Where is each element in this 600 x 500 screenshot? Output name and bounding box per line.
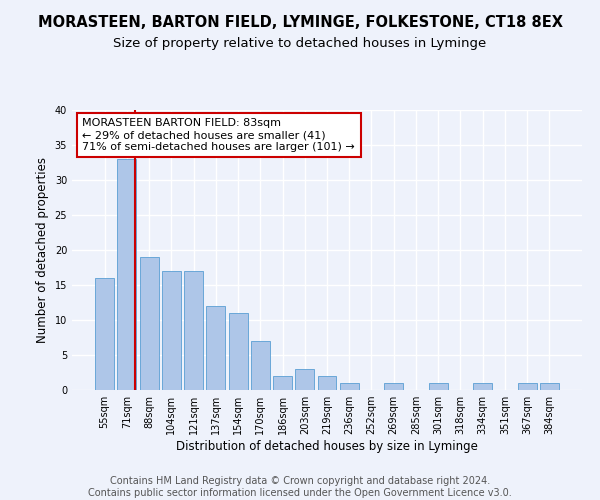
Bar xyxy=(384,383,403,390)
Bar xyxy=(95,278,114,390)
Bar xyxy=(229,313,248,390)
Bar xyxy=(251,341,270,390)
Bar xyxy=(206,306,225,390)
Bar xyxy=(540,383,559,390)
Text: MORASTEEN, BARTON FIELD, LYMINGE, FOLKESTONE, CT18 8EX: MORASTEEN, BARTON FIELD, LYMINGE, FOLKES… xyxy=(37,15,563,30)
Y-axis label: Number of detached properties: Number of detached properties xyxy=(36,157,49,343)
Bar xyxy=(518,383,536,390)
Bar xyxy=(473,383,492,390)
Bar xyxy=(317,376,337,390)
Bar xyxy=(118,159,136,390)
Bar xyxy=(340,383,359,390)
Bar xyxy=(184,271,203,390)
X-axis label: Distribution of detached houses by size in Lyminge: Distribution of detached houses by size … xyxy=(176,440,478,453)
Bar xyxy=(429,383,448,390)
Text: MORASTEEN BARTON FIELD: 83sqm
← 29% of detached houses are smaller (41)
71% of s: MORASTEEN BARTON FIELD: 83sqm ← 29% of d… xyxy=(82,118,355,152)
Bar xyxy=(295,369,314,390)
Bar xyxy=(140,257,158,390)
Bar xyxy=(162,271,181,390)
Text: Contains HM Land Registry data © Crown copyright and database right 2024.
Contai: Contains HM Land Registry data © Crown c… xyxy=(88,476,512,498)
Text: Size of property relative to detached houses in Lyminge: Size of property relative to detached ho… xyxy=(113,38,487,51)
Bar xyxy=(273,376,292,390)
